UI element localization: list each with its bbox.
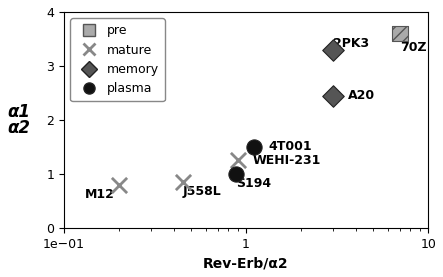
Text: 70Z: 70Z bbox=[400, 40, 427, 53]
Point bbox=[179, 180, 187, 184]
Text: WEHI-231: WEHI-231 bbox=[252, 154, 321, 167]
Point bbox=[115, 182, 122, 187]
Text: 2PK3: 2PK3 bbox=[333, 37, 369, 50]
Text: J558L: J558L bbox=[183, 185, 222, 198]
Text: 4T001: 4T001 bbox=[268, 140, 312, 153]
Text: S194: S194 bbox=[236, 177, 271, 190]
Legend: pre, mature, memory, plasma: pre, mature, memory, plasma bbox=[70, 18, 165, 101]
Point bbox=[329, 47, 336, 52]
Text: M12: M12 bbox=[85, 188, 115, 201]
Point bbox=[250, 145, 257, 149]
X-axis label: Rev-Erb/α2: Rev-Erb/α2 bbox=[203, 256, 289, 270]
Point bbox=[396, 31, 404, 36]
Y-axis label: α1
α2: α1 α2 bbox=[7, 102, 30, 137]
Text: A20: A20 bbox=[347, 89, 375, 102]
Point bbox=[234, 158, 241, 163]
Point bbox=[233, 172, 240, 176]
Point bbox=[329, 93, 336, 98]
